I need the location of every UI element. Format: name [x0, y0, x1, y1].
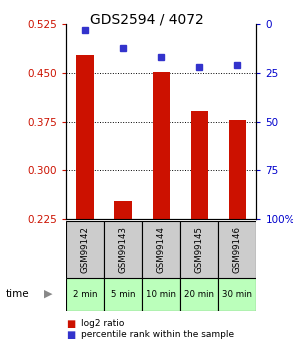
Text: 5 min: 5 min: [111, 289, 135, 299]
Bar: [66, 221, 104, 278]
Text: time: time: [6, 289, 30, 299]
Text: GSM99142: GSM99142: [81, 226, 89, 273]
Text: 30 min: 30 min: [222, 289, 252, 299]
Bar: [191, 110, 208, 219]
Bar: [142, 221, 180, 278]
Text: GSM99146: GSM99146: [233, 226, 242, 273]
Text: 20 min: 20 min: [184, 289, 214, 299]
Bar: [76, 55, 93, 219]
Text: ▶: ▶: [44, 289, 53, 299]
Text: GSM99145: GSM99145: [195, 226, 204, 273]
Text: GSM99143: GSM99143: [119, 226, 127, 273]
Text: GDS2594 / 4072: GDS2594 / 4072: [90, 12, 203, 26]
Bar: [104, 221, 142, 278]
Text: ■: ■: [66, 330, 75, 339]
Bar: [66, 278, 104, 310]
Bar: [142, 278, 180, 310]
Text: percentile rank within the sample: percentile rank within the sample: [81, 330, 234, 339]
Bar: [104, 278, 142, 310]
Bar: [229, 120, 246, 219]
Bar: [115, 201, 132, 219]
Bar: [218, 278, 256, 310]
Bar: [180, 221, 218, 278]
Text: log2 ratio: log2 ratio: [81, 319, 124, 328]
Text: 10 min: 10 min: [146, 289, 176, 299]
Bar: [153, 71, 170, 219]
Text: GSM99144: GSM99144: [157, 226, 166, 273]
Text: 2 min: 2 min: [73, 289, 97, 299]
Text: ■: ■: [66, 319, 75, 328]
Bar: [218, 221, 256, 278]
Bar: [180, 278, 218, 310]
